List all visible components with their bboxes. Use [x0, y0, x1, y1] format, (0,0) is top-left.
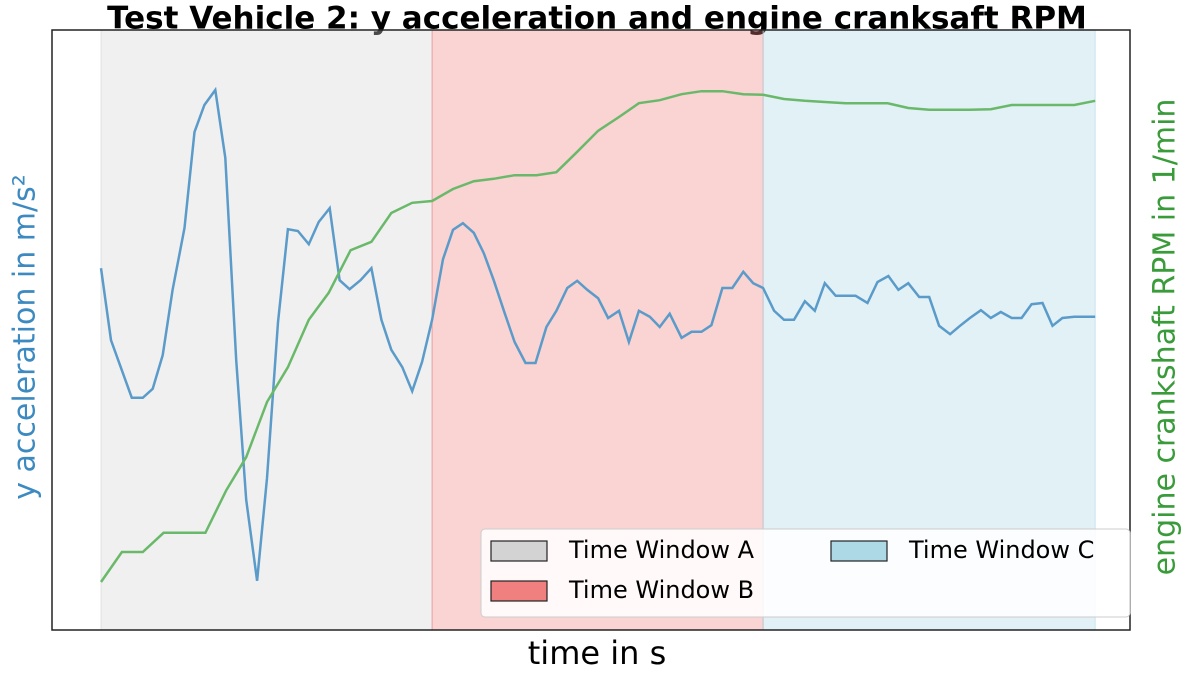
- series-line: [99, 86, 1096, 581]
- y-axis-label: y acceleration in m/s²: [8, 174, 43, 500]
- time-window: [100, 29, 433, 631]
- legend: Time Window A Time Window B Time Window C: [480, 528, 1131, 618]
- legend-label: Time Window A: [568, 536, 755, 564]
- legend-box: [480, 528, 1131, 618]
- legend-label: Time Window B: [568, 576, 754, 604]
- legend-swatch: [490, 540, 548, 562]
- legend-label: Time Window C: [908, 536, 1094, 564]
- legend-swatch: [490, 580, 548, 602]
- legend-swatch: [830, 540, 888, 562]
- y2-axis-label: engine crankshaft RPM in 1/min: [1148, 99, 1183, 576]
- series-line: [99, 89, 1096, 583]
- plot-frame: [51, 29, 1131, 631]
- x-axis-label: time in s: [528, 634, 666, 672]
